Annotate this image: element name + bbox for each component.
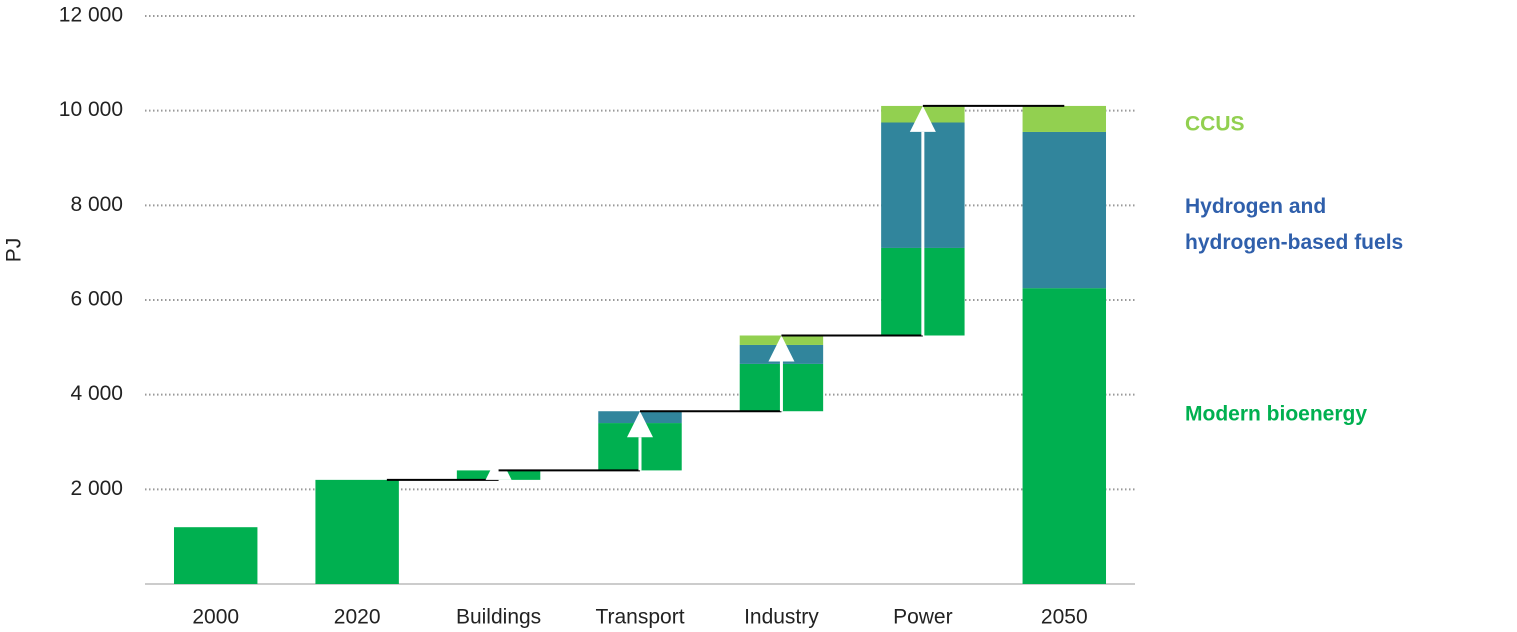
y-tick-label: 6 000 xyxy=(70,288,123,311)
x-tick-label: Transport xyxy=(595,606,684,629)
y-axis-label: PJ xyxy=(3,238,26,263)
x-tick-label: 2000 xyxy=(192,606,239,629)
y-tick-label: 12 000 xyxy=(59,4,123,27)
bar-segment xyxy=(315,479,399,584)
arrow-head xyxy=(909,105,936,132)
bar-segment xyxy=(1022,105,1107,132)
x-tick-label: Industry xyxy=(744,606,819,629)
x-tick-label: 2020 xyxy=(334,606,381,629)
legend-label: Hydrogen and hydrogen-based fuels xyxy=(1185,195,1403,254)
arrow-head xyxy=(768,335,795,362)
y-tick-label: 8 000 xyxy=(70,193,123,216)
y-tick-label: 4 000 xyxy=(70,382,123,405)
legend-label: Modern bioenergy xyxy=(1185,403,1367,426)
y-tick-label: 10 000 xyxy=(59,98,123,121)
x-tick-label: Power xyxy=(893,606,953,629)
x-tick-label: Buildings xyxy=(456,606,541,629)
x-tick-label: 2050 xyxy=(1041,606,1088,629)
arrow-head xyxy=(627,411,653,438)
bar-segment xyxy=(1022,131,1107,289)
bar-segment xyxy=(173,527,258,584)
bar-segment xyxy=(1022,288,1107,584)
legend-label: CCUS xyxy=(1185,113,1245,136)
y-tick-label: 2 000 xyxy=(70,477,123,500)
arrow-head xyxy=(485,453,512,480)
